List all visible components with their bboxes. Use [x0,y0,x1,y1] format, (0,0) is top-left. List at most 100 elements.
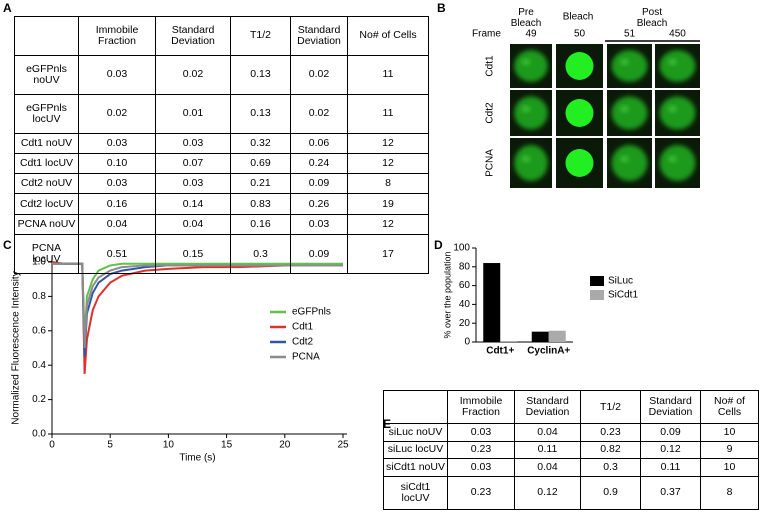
cell: 0.03 [78,132,156,154]
cell: 0.03 [290,213,348,236]
cell: 0.04 [514,458,581,477]
cell: 0.16 [230,213,291,236]
column-header: Standard Deviation [290,16,348,56]
header-row: Immobile Fraction Standard Deviation T1/2 S… [14,16,429,56]
y-tick-label: 40 [459,299,471,310]
frame-label: Frame [472,29,501,40]
nucleus-spot [522,59,530,65]
y-tick-label: 0.4 [32,360,46,371]
cell: 0.51 [78,234,156,274]
cell: 0.69 [230,152,291,175]
y-tick-label: 100 [453,243,470,254]
row-header: eGFPnls locUV [14,93,79,134]
column-header: T1/2 [230,16,291,56]
row-header: Cdt2 locUV [14,193,79,215]
legend-label: PCNA [292,352,320,363]
cell: 0.03 [78,54,156,95]
cell: 0.09 [290,173,348,195]
nucleus [611,96,648,130]
cell: 0.03 [447,458,515,477]
cell: 0.23 [447,475,515,511]
cell: 0.32 [230,132,291,154]
cell: 0.23 [580,423,641,442]
table-row: siLuc locUV 0.23 0.11 0.82 0.12 9 [383,440,759,460]
nucleus [659,96,696,130]
nucleus [514,50,548,82]
cell: 0.04 [155,213,231,236]
cell: 0.82 [580,440,641,460]
x-tick-label: 5 [107,440,113,451]
nucleus-spot [668,106,677,112]
nucleus-spot [620,156,629,162]
row-header: Cdt1 locUV [14,152,79,175]
table-row: Cdt1 noUV 0.03 0.03 0.32 0.06 12 [14,132,429,154]
cell: 0.09 [290,234,348,274]
bar [483,263,501,342]
bar [548,330,566,342]
column-header: Immobile Fraction [78,16,156,56]
x-tick-label: 25 [337,440,349,451]
cell: 0.37 [640,475,701,511]
x-tick-label: 0 [49,440,55,451]
cell: 0.24 [290,152,348,175]
frame-number: 50 [574,29,586,40]
cell: 0.11 [640,458,701,477]
column-header: No# of Cells [347,16,429,56]
y-tick-label: 60 [459,280,471,291]
bleach-spot [565,52,594,80]
table-row: siCdt1 locUV 0.23 0.12 0.9 0.37 8 [383,475,759,511]
row-header: eGFPnls noUV [14,54,79,95]
bleach-spot [565,99,594,127]
cell: 0.03 [447,423,515,442]
table-row: Cdt2 noUV 0.03 0.03 0.21 0.09 8 [14,173,429,195]
cell: 12 [347,152,429,175]
cell: 0.13 [230,93,291,134]
nucleus [514,145,548,181]
nucleus-spot [522,156,530,162]
cell: 0.21 [230,173,291,195]
column-group-label: Bleach [563,12,594,23]
table-row: Cdt2 locUV 0.16 0.14 0.83 0.26 19 [14,193,429,215]
cell: 0.04 [78,213,156,236]
nucleus-spot [620,59,629,65]
table-row: eGFPnls noUV 0.03 0.02 0.13 0.02 11 [14,54,429,95]
column-header: Standard Deviation [640,389,701,425]
column-header: Standard Deviation [514,389,581,425]
x-tick-label: Cdt1+ [486,346,514,357]
x-tick-label: 20 [279,440,291,451]
x-tick-label: CyclinA+ [527,346,570,357]
legend-label: SiCdt1 [608,290,638,301]
row-header: PCNA noUV [14,213,79,236]
table-row: PCNA noUV 0.04 0.04 0.16 0.03 12 [14,213,429,236]
cell: 0.10 [78,152,156,175]
cell: 0.12 [514,475,581,511]
table-row: siLuc noUV 0.03 0.04 0.23 0.09 10 [383,423,759,442]
cell: 0.16 [78,193,156,215]
row-label: Cdt2 [485,102,496,124]
cell: 11 [347,93,429,134]
legend-swatch [590,276,604,286]
panel-label: D [434,238,443,252]
legend-label: Cdt2 [292,337,314,348]
cell: 0.14 [155,193,231,215]
cell: 0.04 [514,423,581,442]
cell: 0.11 [514,440,581,460]
bleach-spot [565,149,594,177]
row-header: siLuc locUV [383,440,448,460]
y-axis-label: % over the population [442,251,452,338]
row-label: PCNA [485,149,496,177]
cell: 11 [347,54,429,95]
frame-number: 450 [669,29,686,40]
table: Immobile Fraction Standard Deviation T1/2 S… [14,16,429,274]
cell: 0.02 [290,54,348,95]
table-row: PCNA locUV 0.51 0.15 0.3 0.09 17 [14,234,429,274]
table-row: siCdt1 noUV 0.03 0.04 0.3 0.11 10 [383,458,759,477]
nucleus [659,50,696,82]
cell: 0.03 [78,173,156,195]
y-tick-label: 0 [464,337,470,348]
cell: 17 [347,234,429,274]
cell: 0.02 [155,54,231,95]
cell: 0.02 [78,93,156,134]
column-header: T1/2 [580,389,641,425]
